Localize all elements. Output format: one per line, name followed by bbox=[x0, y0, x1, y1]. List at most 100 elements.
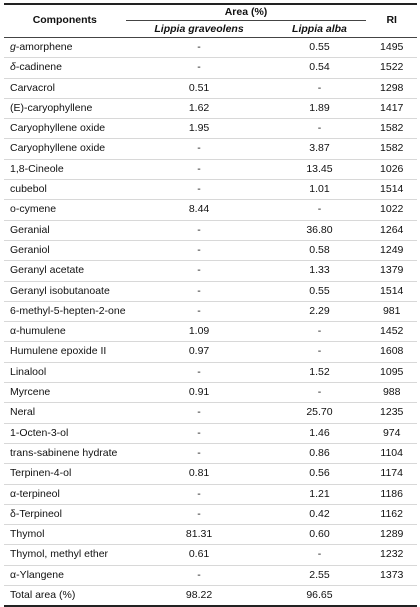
component-name: 1-Octen-3-ol bbox=[10, 426, 69, 439]
ri-cell: 1582 bbox=[366, 118, 417, 140]
ri-cell: 1174 bbox=[366, 463, 417, 485]
table-row: Geranial -36.80 1264 bbox=[4, 220, 417, 241]
component-name: o-cymene bbox=[10, 203, 57, 216]
lippia-alba-cell: 2.29 bbox=[272, 301, 367, 323]
component-name: α-terpineol bbox=[10, 487, 60, 500]
lippia-graveolens-cell: 98.22 bbox=[125, 585, 273, 607]
ri-cell: 1162 bbox=[366, 504, 417, 526]
component-name: (E)-caryophyllene bbox=[10, 101, 93, 114]
header-rule bbox=[4, 37, 417, 38]
component-name-cell: Neral bbox=[4, 402, 126, 424]
component-name: Caryophyllene oxide bbox=[10, 142, 106, 155]
lippia-graveolens-cell: 0.61 bbox=[125, 544, 273, 566]
component-name-cell: α-Ylangene bbox=[4, 565, 126, 587]
component-name-cell: 1,8-Cineole bbox=[4, 159, 126, 181]
component-name-cell: trans-sabinene hydrate bbox=[4, 443, 126, 465]
table-row: Caryophyllene oxide 1.95-1582 bbox=[4, 118, 417, 140]
ri-cell: 981 bbox=[366, 301, 417, 323]
lippia-alba-cell: 1.89 bbox=[272, 98, 367, 120]
component-name: -amorphene bbox=[15, 41, 73, 53]
lippia-graveolens-cell: 0.51 bbox=[125, 78, 273, 99]
table-row: 6-methyl-5-hepten-2-one -2.29 981 bbox=[4, 301, 417, 323]
component-name-cell: (E)-caryophyllene bbox=[4, 98, 126, 120]
table-row: 1-Octen-3-ol -1.46 974 bbox=[4, 423, 417, 444]
lippia-graveolens-cell: - bbox=[125, 402, 273, 424]
header-row-2: Lippia graveolens Lippia alba bbox=[4, 21, 417, 38]
table-row: Total area (%) 98.22 96.65 bbox=[4, 585, 417, 607]
area-header: Area (%) bbox=[125, 4, 367, 21]
table-row: Geranyl acetate -1.33 1379 bbox=[4, 260, 417, 282]
lippia-graveolens-cell: 1.95 bbox=[125, 118, 273, 140]
ri-cell: 1514 bbox=[366, 179, 417, 201]
ri-header: RI bbox=[386, 14, 397, 27]
table-header: Components Area (%) RI Lippia graveolens… bbox=[4, 4, 417, 38]
ri-cell: 1582 bbox=[366, 138, 417, 160]
component-name: Thymol bbox=[10, 528, 45, 541]
lippia-alba-cell: 1.33 bbox=[272, 260, 367, 282]
component-name: 1,8-Cineole bbox=[10, 162, 64, 175]
lippia-alba-cell: - bbox=[272, 544, 367, 566]
table-row: Myrcene 0.91-988 bbox=[4, 382, 417, 404]
lippia-graveolens-cell: - bbox=[125, 240, 273, 262]
component-name: Neral bbox=[10, 406, 36, 419]
component-name-cell: Geranial bbox=[4, 220, 126, 241]
ri-cell: 1495 bbox=[366, 37, 417, 59]
lippia-graveolens-cell: - bbox=[125, 362, 273, 384]
component-name-cell: Total area (%) bbox=[4, 585, 126, 607]
lippia-graveolens-cell: - bbox=[125, 220, 273, 241]
components-table: Components Area (%) RI Lippia graveolens… bbox=[4, 3, 417, 607]
table-row: trans-sabinene hydrate -0.86 1104 bbox=[4, 443, 417, 465]
lippia-alba-cell: - bbox=[272, 382, 367, 404]
ri-cell: 988 bbox=[366, 382, 417, 404]
component-name: trans-sabinene hydrate bbox=[10, 446, 118, 459]
ri-cell: 1264 bbox=[366, 220, 417, 241]
lippia-graveolens-cell: - bbox=[125, 281, 273, 302]
ri-cell: 1232 bbox=[366, 544, 417, 566]
component-name-cell: δ-Terpineol bbox=[4, 504, 126, 526]
table-row: Humulene epoxide II 0.97-1608 bbox=[4, 341, 417, 363]
lippia-graveolens-cell: - bbox=[125, 57, 273, 79]
lippia-alba-cell: 96.65 bbox=[272, 585, 367, 607]
component-name: Geranyl acetate bbox=[10, 264, 85, 277]
lippia-graveolens-cell: - bbox=[125, 179, 273, 201]
component-name: Thymol, methyl ether bbox=[10, 548, 109, 561]
components-header: Components bbox=[32, 14, 97, 27]
lippia-graveolens-cell: - bbox=[125, 504, 273, 526]
component-name-cell: δ-cadinene bbox=[4, 57, 126, 79]
species1-header: Lippia graveolens bbox=[154, 23, 244, 35]
ri-cell: 974 bbox=[366, 423, 417, 444]
ri-cell: 1417 bbox=[366, 98, 417, 120]
table-row: Thymol, methyl ether 0.61-1232 bbox=[4, 544, 417, 566]
component-name: -cadinene bbox=[15, 61, 62, 74]
table-row: Thymol 81.31 0.60 1289 bbox=[4, 524, 417, 546]
lippia-alba-cell: 0.60 bbox=[272, 524, 367, 546]
component-name-cell: α-terpineol bbox=[4, 484, 126, 505]
ri-cell: 1452 bbox=[366, 321, 417, 343]
table-row: Neral -25.70 1235 bbox=[4, 402, 417, 424]
lippia-alba-cell: 0.42 bbox=[272, 504, 367, 526]
lippia-graveolens-cell: 1.09 bbox=[125, 321, 273, 343]
component-name-cell: Thymol bbox=[4, 524, 126, 546]
ri-cell: 1095 bbox=[366, 362, 417, 384]
component-name-cell: Geranyl isobutanoate bbox=[4, 281, 126, 302]
component-name-cell: o-cymene bbox=[4, 199, 126, 221]
lippia-alba-cell: - bbox=[272, 78, 367, 99]
ri-cell: 1249 bbox=[366, 240, 417, 262]
ri-cell: 1514 bbox=[366, 281, 417, 302]
lippia-alba-cell: 1.01 bbox=[272, 179, 367, 201]
component-name-cell: Myrcene bbox=[4, 382, 126, 404]
component-name: 6-methyl-5-hepten-2-one bbox=[10, 304, 126, 317]
component-name-cell: Geranyl acetate bbox=[4, 260, 126, 282]
component-name-cell: cubebol bbox=[4, 179, 126, 201]
species2-header: Lippia alba bbox=[292, 23, 347, 35]
component-name: Geranyl isobutanoate bbox=[10, 284, 110, 297]
lippia-graveolens-cell: - bbox=[125, 301, 273, 323]
ri-cell: 1026 bbox=[366, 159, 417, 181]
component-name-cell: Carvacrol bbox=[4, 78, 126, 99]
component-name: Linalool bbox=[10, 365, 47, 378]
table-body: g-amorphene -0.55 1495 δ-cadinene -0.54 1522 C… bbox=[4, 37, 417, 607]
component-name: α-humulene bbox=[10, 325, 66, 338]
lippia-alba-cell: - bbox=[272, 321, 367, 343]
ri-cell: 1298 bbox=[366, 78, 417, 99]
table-row: α-humulene 1.09-1452 bbox=[4, 321, 417, 343]
